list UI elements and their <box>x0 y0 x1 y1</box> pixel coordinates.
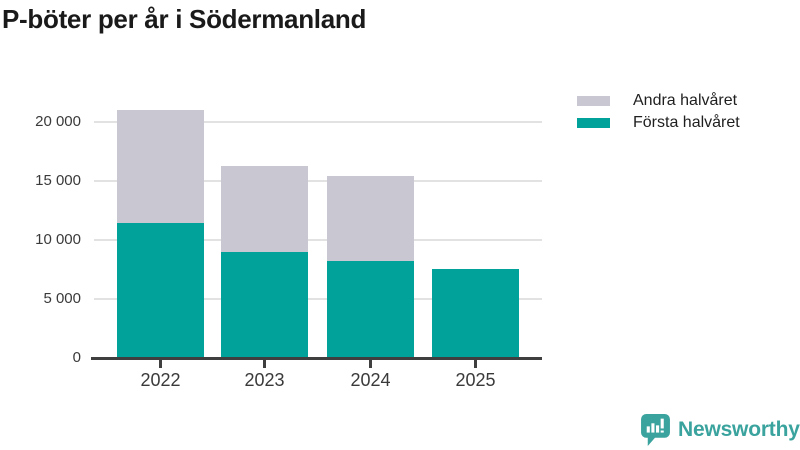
bar-segment-forsta-halvaret <box>221 251 308 358</box>
gridline <box>94 238 542 241</box>
legend-label: Andra halvåret <box>633 92 738 109</box>
x-axis-tick <box>474 360 477 368</box>
x-axis-tick-label: 2025 <box>455 370 496 390</box>
x-axis-tick-label: 2023 <box>244 370 285 390</box>
newsworthy-logo-icon <box>641 414 670 446</box>
gridline <box>94 120 542 123</box>
y-axis-tick-label: 5 000 <box>43 289 81 307</box>
x-axis-tick <box>159 360 162 368</box>
chart-title: P-böter per år i Södermanland <box>2 4 367 34</box>
legend-swatch-gray <box>577 96 610 106</box>
bar-segment-forsta-halvaret <box>432 268 519 358</box>
y-axis-tick-label: 15 000 <box>35 171 81 189</box>
x-axis-line <box>91 357 542 360</box>
bar-segment-andra-halvaret <box>327 175 414 262</box>
bar-segment-andra-halvaret <box>117 109 204 224</box>
legend: Andra halvåret Första halvåret <box>577 90 740 134</box>
y-axis-tick-label: 20 000 <box>35 112 81 130</box>
x-axis-tick-label: 2022 <box>140 370 181 390</box>
legend-item-forsta-halvaret: Första halvåret <box>577 112 740 134</box>
gridline <box>94 179 542 182</box>
brand-name: Newsworthy <box>678 418 800 441</box>
legend-swatch-teal <box>577 118 610 128</box>
legend-label: Första halvåret <box>633 114 740 131</box>
bar-segment-forsta-halvaret <box>117 223 204 358</box>
x-axis-tick <box>263 360 266 368</box>
y-axis-tick-label: 0 <box>72 349 81 366</box>
gridline <box>94 297 542 300</box>
bar-segment-forsta-halvaret <box>327 261 414 358</box>
x-axis-tick <box>369 360 372 368</box>
legend-item-andra-halvaret: Andra halvåret <box>577 90 740 112</box>
brand-footer: Newsworthy <box>641 414 800 446</box>
y-axis-tick-label: 10 000 <box>35 230 81 248</box>
bar-segment-andra-halvaret <box>221 166 308 252</box>
x-axis-tick-label: 2024 <box>350 370 391 390</box>
